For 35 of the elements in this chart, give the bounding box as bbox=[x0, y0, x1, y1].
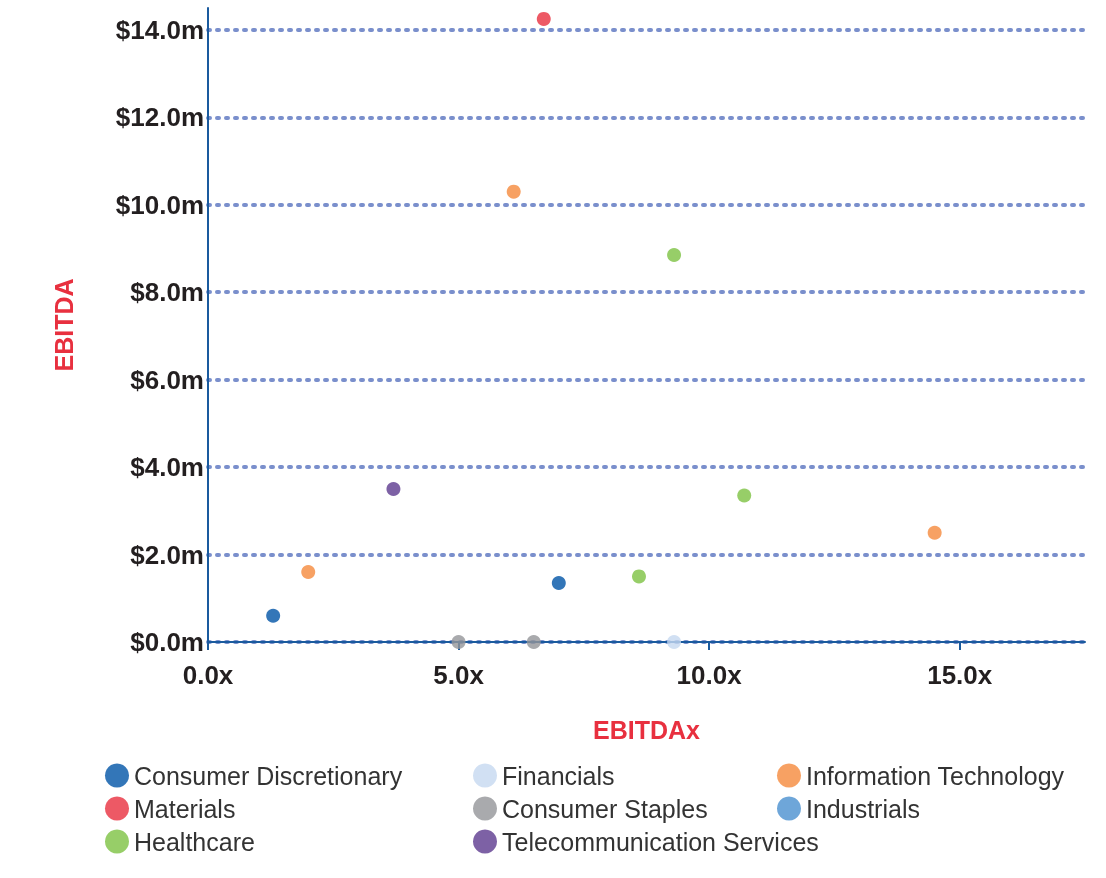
legend-label: Materials bbox=[134, 794, 236, 823]
point bbox=[301, 565, 316, 580]
point bbox=[737, 488, 752, 503]
legend-label: Information Technology bbox=[806, 761, 1065, 790]
legend-label: Financials bbox=[502, 761, 615, 790]
y-tick-label: $4.0m bbox=[130, 452, 204, 483]
legend-label: Consumer Staples bbox=[502, 794, 708, 823]
x-tick-label: 0.0x bbox=[182, 660, 234, 690]
point bbox=[386, 481, 401, 496]
point bbox=[536, 11, 551, 26]
y-tick-label: $8.0m bbox=[130, 277, 204, 308]
legend-label: Industrials bbox=[806, 794, 920, 823]
y-tick-label: $6.0m bbox=[130, 364, 204, 395]
x-tick-label: 15.0x bbox=[927, 660, 993, 690]
x-tick-label: 5.0x bbox=[433, 660, 485, 690]
y-tick-label: $12.0m bbox=[115, 102, 204, 133]
legend-label: Healthcare bbox=[134, 827, 255, 856]
point bbox=[632, 569, 646, 584]
legend-label: Telecommunication Services bbox=[502, 827, 819, 856]
legend-label: Consumer Discretionary bbox=[134, 761, 403, 790]
y-tick-label: $0.0m bbox=[130, 627, 204, 657]
y-axis-title: EBITDA bbox=[49, 278, 78, 372]
point bbox=[667, 635, 682, 649]
point bbox=[927, 525, 942, 540]
point bbox=[667, 248, 682, 263]
x-tick-label: 10.0x bbox=[676, 660, 743, 690]
point bbox=[526, 635, 541, 649]
point bbox=[506, 184, 521, 199]
point bbox=[266, 608, 281, 623]
point bbox=[551, 575, 566, 590]
y-tick-label: $10.0m bbox=[115, 189, 204, 220]
x-axis-title: EBITDAx bbox=[593, 715, 701, 744]
y-tick-label: $2.0m bbox=[130, 539, 204, 570]
y-tick-label: $14.0m bbox=[115, 14, 204, 45]
point bbox=[451, 635, 466, 649]
